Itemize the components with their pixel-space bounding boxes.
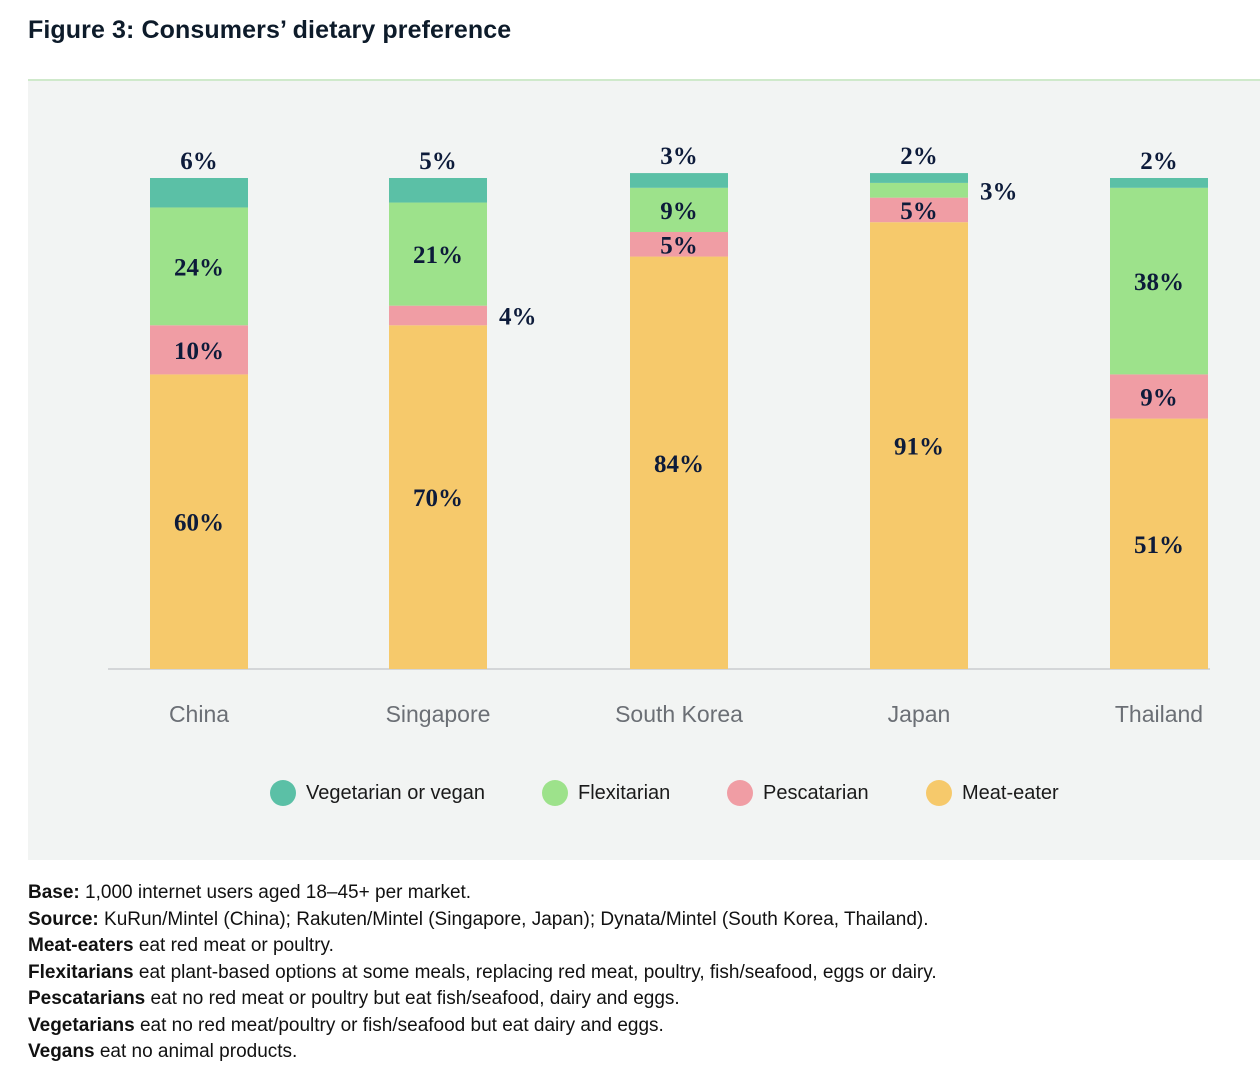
x-tick-label-south-korea: South Korea <box>615 701 743 727</box>
legend-item-flexitarian: Flexitarian <box>542 778 670 808</box>
note-line-6: Vegetarians eat no red meat/poultry or f… <box>28 1013 1248 1040</box>
data-label-japan-pescatarian: 5% <box>900 198 938 225</box>
bar-singapore-vegetarian-or-vegan <box>389 178 487 203</box>
note-term: Meat-eaters <box>28 935 134 956</box>
chart-legend: Vegetarian or vegan Flexitarian Pescataria… <box>28 778 1260 808</box>
note-term: Base: <box>28 882 80 903</box>
data-label-singapore-flexitarian: 21% <box>413 242 463 269</box>
legend-swatch-meat-eater <box>926 780 952 806</box>
data-label-singapore-pescatarian: 4% <box>499 303 537 330</box>
data-label-china-flexitarian: 24% <box>174 254 224 281</box>
data-label-thailand-flexitarian: 38% <box>1134 269 1184 296</box>
note-text: eat plant-based options at some meals, r… <box>133 961 937 983</box>
note-term: Vegans <box>28 1041 95 1062</box>
chart-panel: 60% 10% 24% 6% China 70% 21% 5% 4% Singapore 84% 5%… <box>28 79 1260 860</box>
note-text: eat no red meat or poultry but eat fish/… <box>145 988 680 1009</box>
note-text: eat no animal products. <box>94 1041 298 1062</box>
note-text: 1,000 internet users aged 18–45+ per mar… <box>79 882 472 903</box>
bar-singapore-pescatarian <box>389 305 487 326</box>
chart-notes: Base: 1,000 internet users aged 18–45+ p… <box>28 880 1248 1066</box>
legend-label-flexitarian: Flexitarian <box>578 781 671 804</box>
data-label-thailand-pescatarian: 9% <box>1140 384 1178 411</box>
note-term: Pescatarians <box>28 988 146 1009</box>
bar-south-korea-pescatarian <box>630 232 728 257</box>
data-label-china-meat-eater: 60% <box>174 510 224 537</box>
bar-china-flexitarian <box>150 207 248 326</box>
data-label-south-korea-meat-eater: 84% <box>654 451 704 478</box>
x-tick-label-thailand: Thailand <box>1115 701 1203 727</box>
note-term: Source: <box>28 908 99 930</box>
legend-item-pescatarian: Pescatarian <box>727 778 869 808</box>
bar-japan-pescatarian <box>870 197 968 223</box>
data-label-singapore-meat-eater: 70% <box>413 485 463 512</box>
bar-thailand-vegetarian-or-vegan <box>1110 178 1208 188</box>
legend-swatch-pescatarian <box>727 780 753 806</box>
note-line-7: Vegans eat no animal products. <box>28 1039 1248 1066</box>
legend-label-vegetarian-or-vegan: Vegetarian or vegan <box>306 781 486 804</box>
note-line-4: Flexitarians eat plant-based options at … <box>28 960 1248 987</box>
note-term: Vegetarians <box>28 1014 135 1036</box>
stacked-bar-chart: 60% 10% 24% 6% China 70% 21% 5% 4% Singapore 84% 5%… <box>108 143 1210 727</box>
x-tick-label-china: China <box>169 701 229 727</box>
bar-china-vegetarian-or-vegan <box>150 178 248 208</box>
data-label-south-korea-flexitarian: 9% <box>660 198 698 225</box>
data-label-south-korea-vegetarian-or-vegan: 3% <box>660 143 698 170</box>
bar-thailand-pescatarian <box>1110 374 1208 419</box>
note-text: eat red meat or poultry. <box>133 935 334 956</box>
bar-japan-flexitarian <box>870 182 968 198</box>
bar-singapore-flexitarian <box>389 202 487 306</box>
data-label-thailand-meat-eater: 51% <box>1134 532 1184 559</box>
bar-singapore-meat-eater <box>389 325 487 669</box>
data-label-japan-meat-eater: 91% <box>894 434 944 461</box>
note-term: Flexitarians <box>28 961 134 983</box>
data-label-singapore-vegetarian-or-vegan: 5% <box>419 148 457 175</box>
data-label-china-vegetarian-or-vegan: 6% <box>180 148 218 175</box>
legend-swatch-flexitarian <box>542 780 568 806</box>
note-line-5: Pescatarians eat no red meat or poultry … <box>28 986 1248 1013</box>
note-line-1: Base: 1,000 internet users aged 18–45+ p… <box>28 880 1248 907</box>
bar-china-pescatarian <box>150 325 248 375</box>
bar-thailand-flexitarian <box>1110 187 1208 375</box>
bar-japan-vegetarian-or-vegan <box>870 173 968 183</box>
legend-label-meat-eater: Meat-eater <box>962 781 1059 804</box>
data-label-thailand-vegetarian-or-vegan: 2% <box>1140 148 1178 175</box>
bar-thailand-meat-eater <box>1110 418 1208 669</box>
bar-south-korea-meat-eater <box>630 256 728 669</box>
bar-south-korea-flexitarian <box>630 187 728 233</box>
data-label-japan-flexitarian: 3% <box>980 178 1018 205</box>
figure-title: Figure 3: Consumers’ dietary preference <box>28 16 512 44</box>
bar-japan-meat-eater <box>870 222 968 669</box>
legend-item-vegetarian-or-vegan: Vegetarian or vegan <box>270 778 485 808</box>
note-text: KuRun/Mintel (China); Rakuten/Mintel (Si… <box>98 908 929 930</box>
x-tick-label-japan: Japan <box>888 701 951 727</box>
bar-china-meat-eater <box>150 374 248 669</box>
data-label-china-pescatarian: 10% <box>174 338 224 365</box>
data-label-south-korea-pescatarian: 5% <box>660 232 698 259</box>
legend-swatch-vegetarian-or-vegan <box>270 780 296 806</box>
note-line-3: Meat-eaters eat red meat or poultry. <box>28 933 1248 960</box>
legend-label-pescatarian: Pescatarian <box>763 781 869 804</box>
note-text: eat no red meat/poultry or fish/seafood … <box>134 1014 664 1036</box>
note-line-2: Source: KuRun/Mintel (China); Rakuten/Mi… <box>28 907 1248 934</box>
legend-item-meat-eater: Meat-eater <box>926 778 1059 808</box>
x-tick-label-singapore: Singapore <box>386 701 491 727</box>
data-label-japan-vegetarian-or-vegan: 2% <box>900 143 938 170</box>
bar-south-korea-vegetarian-or-vegan <box>630 173 728 188</box>
